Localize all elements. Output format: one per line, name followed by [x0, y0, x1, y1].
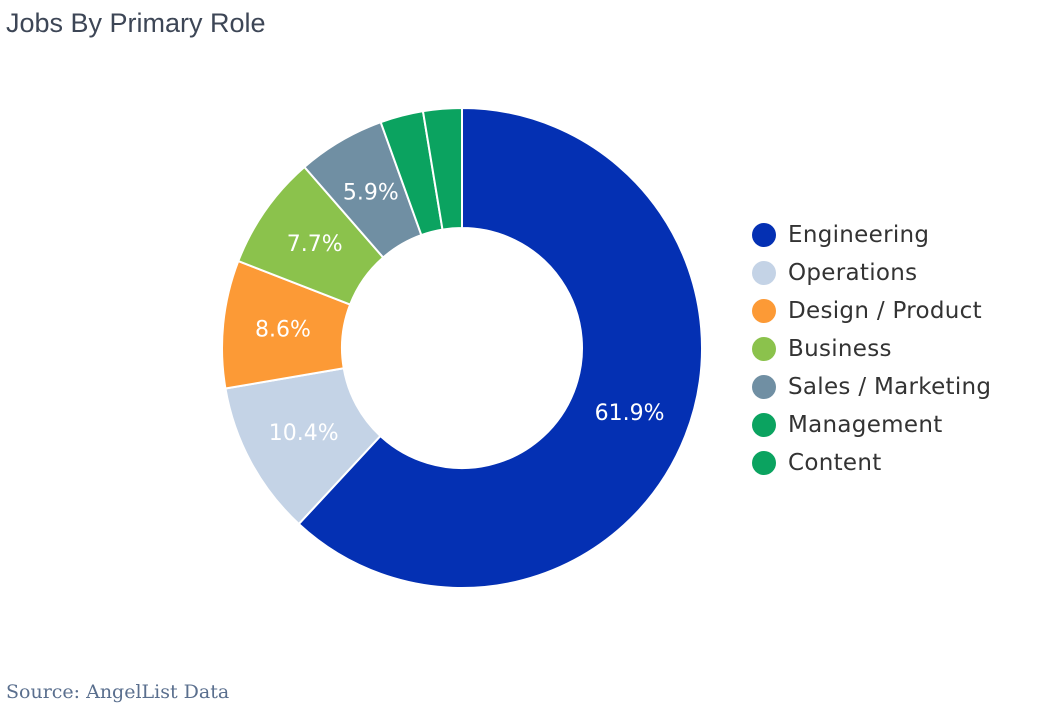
legend-item-operations[interactable]: Operations: [752, 254, 991, 292]
legend-label: Content: [788, 450, 882, 476]
legend-swatch-icon: [752, 337, 776, 361]
legend-swatch-icon: [752, 375, 776, 399]
legend-label: Design / Product: [788, 298, 982, 324]
legend-label: Operations: [788, 260, 918, 286]
slice-label-operations: 10.4%: [269, 421, 339, 446]
legend-swatch-icon: [752, 299, 776, 323]
legend-item-design-product[interactable]: Design / Product: [752, 292, 991, 330]
legend-item-content[interactable]: Content: [752, 444, 991, 482]
slice-label-engineering: 61.9%: [595, 401, 665, 426]
legend-item-management[interactable]: Management: [752, 406, 991, 444]
legend-swatch-icon: [752, 451, 776, 475]
slice-content[interactable]: [421, 107, 463, 231]
slice-engineering[interactable]: [297, 107, 703, 589]
source-note: Source: AngelList Data: [6, 681, 230, 703]
legend-swatch-icon: [752, 223, 776, 247]
legend-label: Management: [788, 412, 943, 438]
slice-label-business: 7.7%: [287, 232, 343, 257]
legend-item-sales-marketing[interactable]: Sales / Marketing: [752, 368, 991, 406]
legend-label: Business: [788, 336, 892, 362]
legend-item-engineering[interactable]: Engineering: [752, 216, 991, 254]
chart-legend: Engineering Operations Design / Product Bus…: [752, 216, 991, 482]
chart-title: Jobs By Primary Role: [6, 8, 266, 38]
legend-swatch-icon: [752, 261, 776, 285]
legend-item-business[interactable]: Business: [752, 330, 991, 368]
slice-label-design-product: 8.6%: [255, 317, 311, 342]
legend-swatch-icon: [752, 413, 776, 437]
slice-label-sales-marketing: 5.9%: [343, 180, 399, 205]
legend-label: Engineering: [788, 222, 930, 248]
legend-label: Sales / Marketing: [788, 374, 992, 400]
